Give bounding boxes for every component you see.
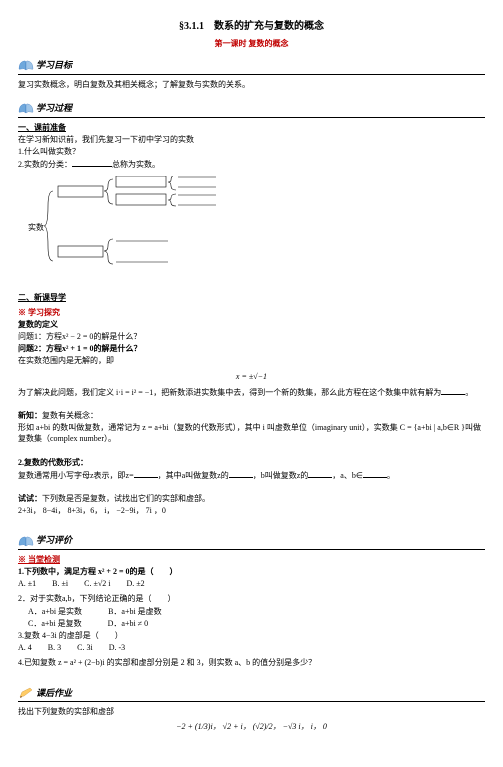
new-lesson-heading: 二、新课导学 <box>18 292 485 303</box>
prep-line: 在学习新知识前，我们先复习一下初中学习的实数 <box>18 134 485 145</box>
prep-q1: 1.什么叫做实数？ <box>18 146 485 157</box>
opt-d: D. ±2 <box>126 579 144 588</box>
section-homework-label: 课后作业 <box>36 687 72 700</box>
pencil-icon <box>18 687 34 699</box>
eval-q1-options: A. ±1 B. ±i C. ±√2 i D. ±2 <box>18 578 485 589</box>
prep-heading: 一、课前准备 <box>18 122 485 133</box>
opt-a: A. ±1 <box>18 579 36 588</box>
wen1: 问题1：方程x² − 2 = 0的解是什么？ <box>18 331 485 342</box>
shishi-line: 试试：下列数是否是复数，试找出它们的实部和虚部。 <box>18 493 485 504</box>
daishu-head: 2.复数的代数形式： <box>18 457 485 468</box>
section-process-header: 学习过程 <box>18 102 485 115</box>
daishu-text: 复数通常用小写字母z表示，即z= ，其中a叫做复数z的 ，b叫做复数z的 ，a、b∈ 。 <box>18 469 485 481</box>
section-eval-label: 学习评价 <box>36 534 72 547</box>
eval-q3-options: A. 4 B. 3 C. 3i D. -3 <box>18 642 485 653</box>
para2: 形如 a+bi 的数叫做复数，通常记为 z = a+bi（复数的代数形式），其中… <box>18 422 485 444</box>
equation-1: x = ±√−1 <box>18 371 485 382</box>
prep-q2-suffix: 总称为实数。 <box>112 160 160 169</box>
eval-q3: 3.复数 4−3i 的虚部是（ ） <box>18 630 485 641</box>
prep-q2-prefix: 2.实数的分类： <box>18 160 72 169</box>
page-document: §3.1.1 数系的扩充与复数的概念 第一课时 复数的概念 学习目标 复习实数概… <box>0 0 503 767</box>
eval-q2-opt-a: A．a+bi 是实数 B．a+bi 是虚数 <box>28 606 485 617</box>
section-goal-header: 学习目标 <box>18 59 485 72</box>
book-icon <box>18 535 34 547</box>
opt-a: A．a+bi 是实数 <box>28 607 82 616</box>
daishu-mid2: ，b叫做复数z的 <box>253 471 309 480</box>
definition-head: 复数的定义 <box>18 319 485 330</box>
goal-text: 复习实数概念，明白复数及其相关概念；了解复数与实数的关系。 <box>18 79 485 90</box>
blank <box>134 469 158 478</box>
opt-b: B．a+bi 是虚数 <box>108 607 162 616</box>
book-icon <box>18 59 34 71</box>
opt-a: A. 4 <box>18 643 32 652</box>
section-eval-header: 学习评价 <box>18 534 485 547</box>
document-title: §3.1.1 数系的扩充与复数的概念 <box>18 20 485 34</box>
section-homework-header: 课后作业 <box>18 687 485 700</box>
xinzhi-label: 新知： <box>18 411 42 420</box>
xinzhi-line: 新知：复数有关概念： <box>18 410 485 421</box>
opt-c: C．a+bi 是复数 <box>28 619 82 628</box>
daishu-end: 。 <box>387 471 395 480</box>
wen2-follow: 在实数范围内是无解的，即 <box>18 355 485 366</box>
section-goal-label: 学习目标 <box>36 59 72 72</box>
shishi-list: 2+3i， 8−4i， 8+3i，6， i， −2−9i， 7i ，0 <box>18 505 485 516</box>
eval-q4: 4.已知复数 z = a² + (2−b)i 的实部和虚部分别是 2 和 3，则… <box>18 657 485 668</box>
prep-q2: 2.实数的分类： 总称为实数。 <box>18 158 485 170</box>
opt-c: C. 3i <box>77 643 93 652</box>
para1-pre: 为了解决此问题，我们定义 i·i = i² = −1，把新数添进实数集中去，得到… <box>18 388 441 397</box>
para1-post: 。 <box>465 388 473 397</box>
check-heading: ※ 当堂检测 <box>18 554 485 565</box>
wen2-label: 问题2：方程x² + 1 = 0的解是什么？ <box>18 344 142 353</box>
divider <box>18 549 485 550</box>
explore-heading: ※ 学习探究 <box>18 307 485 318</box>
shishi-head: 试试： <box>18 494 42 503</box>
xinzhi-follow: 复数有关概念： <box>42 411 98 420</box>
opt-b: B. ±i <box>52 579 68 588</box>
opt-d: D．a+bi ≠ 0 <box>108 619 148 628</box>
opt-b: B. 3 <box>48 643 61 652</box>
blank <box>72 158 112 167</box>
blank <box>229 469 253 478</box>
blank <box>363 469 387 478</box>
book-icon <box>18 102 34 114</box>
document-subtitle: 第一课时 复数的概念 <box>18 38 485 49</box>
daishu-mid3: ，a、b∈ <box>332 471 363 480</box>
eval-q2: 2．对于实数a,b，下列结论正确的是（ ） <box>18 593 485 604</box>
homework-text: 找出下列复数的实部和虚部 <box>18 706 485 717</box>
opt-c: C. ±√2 i <box>84 579 110 588</box>
homework-expr: −2 + (1/3)i， √2 + i， (√2)/2， −√3 i， i， 0 <box>18 721 485 732</box>
para1: 为了解决此问题，我们定义 i·i = i² = −1，把新数添进实数集中去，得到… <box>18 386 485 398</box>
blank <box>441 386 465 395</box>
shishi-text: 下列数是否是复数，试找出它们的实部和虚部。 <box>42 494 210 503</box>
daishu-pre: 复数通常用小写字母z表示，即z= <box>18 471 134 480</box>
daishu-mid1: ，其中a叫做复数z的 <box>158 471 229 480</box>
divider <box>18 701 485 702</box>
diagram-root-label: 实数 <box>28 222 44 232</box>
eval-q1: 1.下列数中，满足方程 x² + 2 = 0的是（ ） <box>18 566 485 577</box>
classification-diagram: 实数 <box>18 176 485 279</box>
divider <box>18 74 485 75</box>
blank <box>308 469 332 478</box>
opt-d: D. -3 <box>109 643 125 652</box>
eval-q2-opt-c: C．a+bi 是复数 D．a+bi ≠ 0 <box>28 618 485 629</box>
section-process-label: 学习过程 <box>36 102 72 115</box>
divider <box>18 117 485 118</box>
wen2: 问题2：方程x² + 1 = 0的解是什么？ <box>18 343 485 354</box>
